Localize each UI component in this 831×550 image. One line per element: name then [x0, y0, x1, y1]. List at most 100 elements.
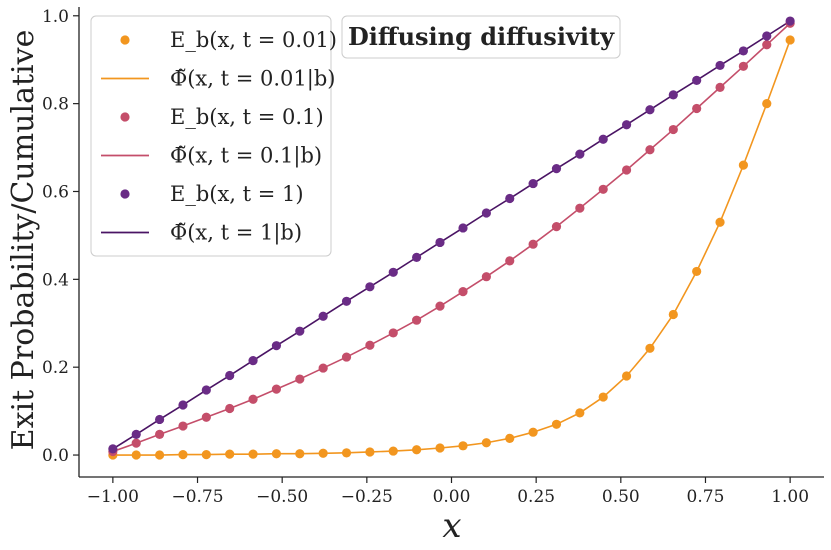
series-4-point [318, 311, 328, 321]
series-4-point [715, 60, 725, 71]
series-4-point [528, 178, 538, 189]
series-2-point [318, 363, 328, 373]
series-0-point [271, 449, 282, 459]
series-0-point [225, 449, 235, 459]
series-2-point [528, 239, 538, 249]
series-0-point [365, 447, 375, 457]
series-2-point [575, 203, 585, 213]
series-4-point [575, 149, 585, 159]
series-2-point [621, 165, 632, 175]
x-tick-label: −0.25 [341, 487, 393, 507]
series-2-point [715, 82, 725, 92]
series-0-point [341, 448, 352, 458]
series-0-point [131, 450, 141, 460]
series-0-point [248, 449, 258, 459]
series-0-point [318, 448, 328, 458]
series-0-point [785, 35, 795, 45]
legend-label-5: Φ̃(x, t = 1|b) [170, 221, 302, 246]
series-2-point [481, 272, 491, 282]
series-4-point [365, 282, 375, 292]
series-2-point [551, 222, 562, 232]
series-4-point [388, 267, 398, 277]
series-0-point [645, 343, 655, 353]
y-tick-label: 0.8 [42, 95, 69, 115]
series-layer [108, 16, 795, 460]
series-4-point [505, 193, 515, 204]
series-4-point [108, 444, 118, 454]
series-0-point [458, 441, 468, 451]
series-0-point [762, 99, 772, 109]
series-0-point [154, 450, 165, 460]
series-2-point [458, 287, 468, 297]
x-tick-label: 1.00 [771, 487, 809, 507]
series-2-point [271, 384, 282, 394]
legend-marker-2 [120, 112, 130, 122]
series-2-point [365, 340, 375, 350]
series-4-point [131, 429, 141, 439]
series-2-point [412, 315, 422, 325]
series-4-point [201, 385, 211, 395]
series-4-point [154, 414, 165, 425]
x-tick-label: −0.50 [256, 487, 308, 507]
series-2-point [668, 124, 678, 135]
series-0-point [295, 449, 305, 459]
series-4-point [178, 400, 188, 410]
series-0-point [551, 419, 562, 429]
series-2-point [598, 184, 608, 194]
legend-label-4: E_b(x, t = 1) [170, 182, 304, 206]
series-2-point [225, 403, 235, 414]
x-tick-label: −1.00 [87, 487, 139, 507]
series-4-point [248, 355, 258, 366]
series-2-point [645, 145, 655, 155]
series-2-point [738, 61, 749, 71]
legend-label-2: E_b(x, t = 0.1) [170, 105, 324, 129]
series-2-point [692, 103, 702, 114]
series-0-point [598, 392, 608, 402]
series-4-point [458, 223, 468, 233]
x-axis-title: x [442, 506, 461, 546]
x-tick-label: 0.75 [687, 487, 725, 507]
title-frame [341, 15, 621, 59]
series-4-point [645, 105, 655, 115]
series-2-point [505, 256, 515, 266]
series-0-point [412, 445, 422, 455]
legend-frame [90, 15, 332, 257]
series-4-point [692, 75, 702, 85]
y-tick-label: 0.2 [42, 358, 69, 378]
series-4-point [738, 46, 749, 56]
x-tick-label: −0.75 [171, 487, 223, 507]
series-0-point [435, 443, 445, 453]
series-4-point [621, 120, 632, 130]
series-4-point [668, 90, 678, 100]
y-axis-title: Exit Probability/Cumulative [6, 30, 41, 451]
series-0-point [505, 433, 515, 443]
series-2-point [295, 374, 305, 384]
series-0-point [178, 449, 188, 460]
legend-label-0: E_b(x, t = 0.01) [170, 28, 337, 52]
x-tick-label: 0.25 [517, 487, 555, 507]
legend-label-1: Φ̃(x, t = 0.01|b) [170, 67, 335, 92]
series-4-point [225, 370, 235, 381]
legend-marker-4 [120, 189, 130, 199]
series-0-point [738, 160, 749, 170]
series-4-point [271, 341, 282, 351]
series-4-point [551, 164, 562, 174]
y-ticks: 0.0 0.2 0.4 0.6 0.8 1.0 [42, 7, 79, 466]
y-tick-label: 1.0 [42, 7, 69, 27]
legend: E_b(x, t = 0.01) Φ̃(x, t = 0.01|b) E_b(x, … [90, 15, 337, 257]
series-4-point [295, 326, 305, 336]
series-0-point [692, 266, 702, 277]
series-0-point [575, 408, 585, 418]
x-ticks: −1.00 −0.75 −0.50 −0.25 0.00 0.25 0.50 0.75 1.00 [87, 477, 809, 507]
series-0-point [528, 427, 538, 437]
series-2-point [154, 429, 165, 439]
y-tick-label: 0.6 [42, 182, 69, 202]
series-0-point [715, 217, 725, 227]
series-4-point [481, 208, 491, 218]
series-0-point [668, 309, 678, 320]
y-tick-label: 0.0 [42, 446, 69, 466]
legend-items: E_b(x, t = 0.01) Φ̃(x, t = 0.01|b) E_b(x, … [101, 28, 337, 246]
series-4-point [435, 237, 445, 248]
series-2-point [341, 352, 352, 362]
series-2-point [762, 40, 772, 50]
